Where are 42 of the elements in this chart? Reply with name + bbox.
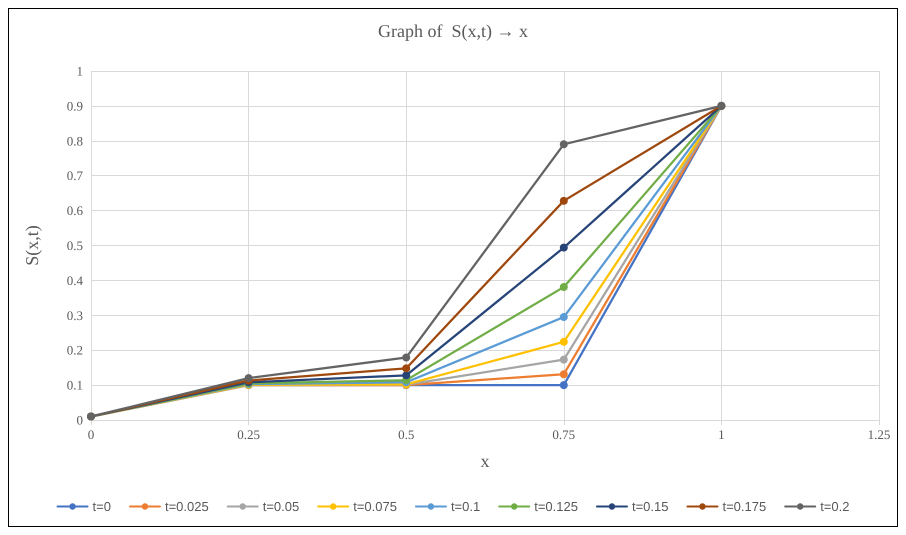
y-tick-label: 0.1 bbox=[66, 378, 83, 393]
y-tick-label: 0.6 bbox=[66, 203, 84, 218]
point bbox=[244, 374, 253, 382]
point bbox=[402, 354, 410, 362]
y-tick-label: 0.8 bbox=[66, 133, 83, 148]
legend-label: t=0.2 bbox=[820, 499, 850, 514]
y-tick-label: 0.2 bbox=[66, 342, 83, 358]
x-tick-label: 0 bbox=[88, 427, 94, 442]
y-tick-label: 0.5 bbox=[66, 238, 83, 253]
x-axis-title: x bbox=[480, 451, 490, 471]
y-tick-label: 0.9 bbox=[66, 98, 83, 114]
x-tick-label: 0.75 bbox=[552, 427, 576, 442]
x-tick-label: 1.25 bbox=[868, 427, 890, 442]
point bbox=[560, 356, 568, 364]
point bbox=[560, 140, 568, 148]
legend-label: t=0.125 bbox=[534, 499, 578, 514]
x-tick-label: 0.5 bbox=[398, 427, 414, 442]
y-tick-label: 0.7 bbox=[66, 168, 84, 184]
point bbox=[402, 364, 410, 372]
point bbox=[560, 244, 568, 252]
point bbox=[560, 313, 568, 322]
y-tick-label: 0.3 bbox=[66, 308, 83, 323]
legend-label: t=0.175 bbox=[722, 499, 766, 514]
legend-label: t=0 bbox=[92, 499, 111, 514]
legend-label: t=0.1 bbox=[450, 499, 480, 514]
x-tick-label: 0.25 bbox=[237, 427, 260, 442]
chart-title: Graph of S(x,t) → x bbox=[378, 21, 528, 41]
x-tick-label: 1 bbox=[718, 427, 725, 442]
point bbox=[560, 370, 568, 378]
point bbox=[560, 381, 568, 390]
y-tick-label: 0.4 bbox=[66, 272, 84, 288]
legend-label: t=0.15 bbox=[632, 499, 668, 514]
point bbox=[402, 371, 410, 380]
legend-label: t=0.025 bbox=[164, 499, 209, 514]
point bbox=[560, 338, 568, 346]
y-tick-label: 1 bbox=[76, 64, 83, 78]
point bbox=[560, 196, 568, 205]
legend-label: t=0.075 bbox=[353, 499, 397, 514]
legend-label: t=0.05 bbox=[262, 499, 300, 514]
point bbox=[560, 283, 568, 292]
y-tick-label: 0 bbox=[76, 412, 83, 428]
y-axis-title: S(x,t) bbox=[22, 225, 42, 266]
